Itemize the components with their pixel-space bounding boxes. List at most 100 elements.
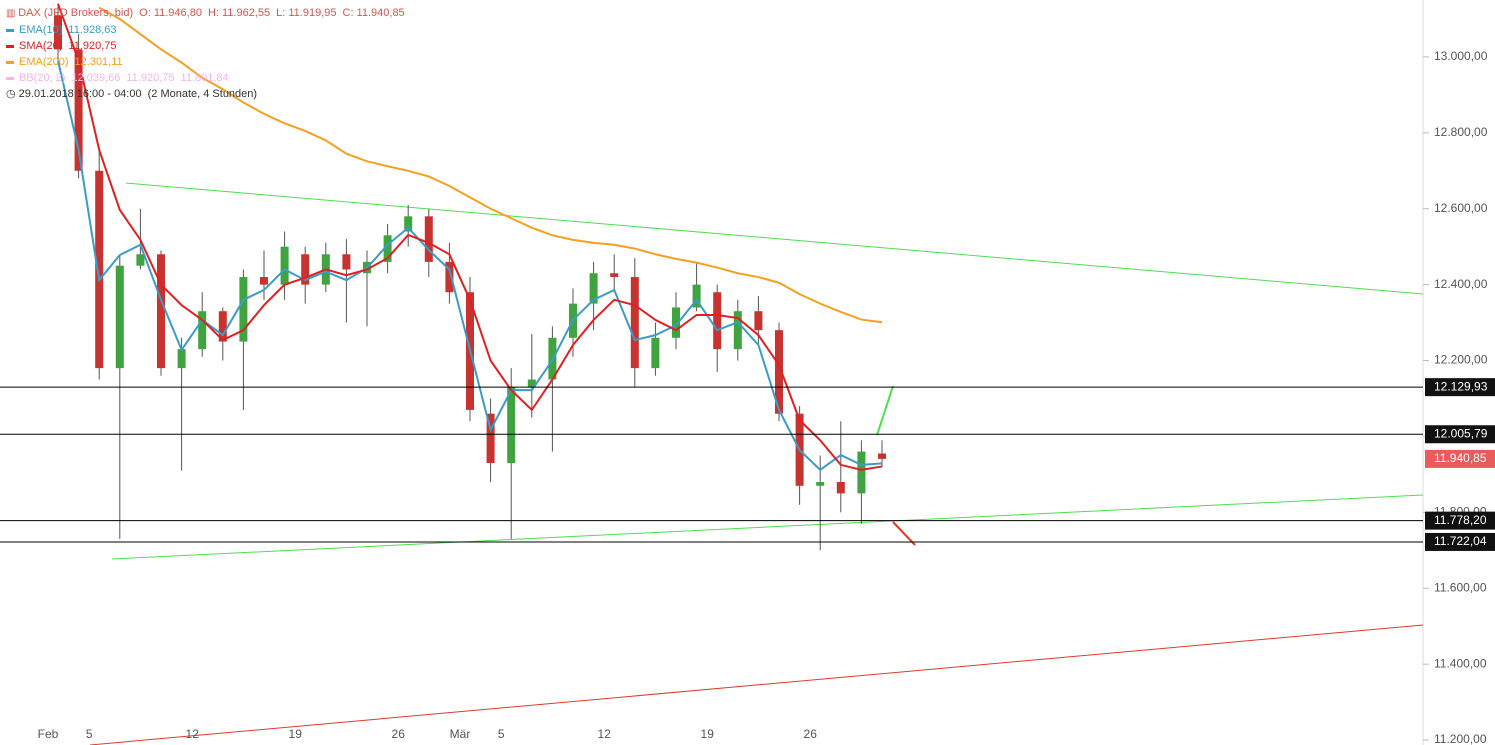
candle-body [383,235,392,262]
x-tick-label: 19 [701,727,715,741]
candle-body [424,216,433,262]
candle-body [239,277,248,342]
y-tick-label: 11.600,00 [1434,580,1487,594]
candle-body [198,311,207,350]
candle-body [157,254,165,369]
header: ▥ DAX (JFD Brokers, bid) O: 11.946,80 H: 1… [6,5,405,102]
level-label: 11.778,20 [1434,513,1487,527]
y-tick-label: 11.400,00 [1434,656,1487,670]
instrument: DAX (JFD Brokers, bid) [18,7,134,19]
legend-value: 11.920,75 [68,40,117,52]
candle-body [74,49,83,171]
x-tick-label: Mär [450,727,471,741]
level-label: 12.129,93 [1434,379,1488,393]
y-tick-label: 13.000,00 [1434,49,1488,63]
candle-body [177,349,186,369]
legend-value: 11.920,75 [126,72,175,84]
candle-body [775,330,783,414]
candle-body [816,481,825,486]
legend-item: SMA(20) 11.920,75 [6,38,405,54]
candle-body [836,481,845,494]
candle-body [672,307,680,338]
range-text: 29.01.2018 16:00 - 04:00 [18,88,142,100]
y-tick-label: 11.200,00 [1434,732,1487,745]
candle-body [713,292,722,350]
level-label-box [1425,532,1495,551]
candle-body [754,311,763,331]
legend-swatch [6,60,14,64]
target-arrow [892,521,916,546]
legend-item: EMA(10) 11.928,63 [6,22,405,38]
level-label-box [1425,511,1495,530]
ohlc: H: 11.962,55 [207,7,271,19]
y-tick-label: 12.600,00 [1434,201,1488,215]
candle-body [486,413,495,464]
candle-body [651,337,660,369]
indicator-legend: EMA(10) 11.928,63 SMA(20) 11.920,75 EMA(200)… [6,22,405,70]
legend-swatch [6,76,14,80]
bb-legend: BB(20, 2) 12.039,66 11.920,75 11.801,84 [6,70,405,86]
clock-icon: ◷ [6,88,19,100]
candle-body [857,451,866,494]
candle-body [692,284,701,308]
last-price-label: 11.940,85 [1434,451,1487,465]
plot [54,3,1423,745]
legend-item: EMA(200) 12.301,11 [6,54,405,70]
legend-name: EMA(200) [19,56,69,68]
legend-value: 11.928,63 [68,24,117,36]
candle-body [589,273,598,304]
legend-value: 12.039,66 [71,72,121,84]
candle-body [507,387,516,464]
candle-body [54,15,62,50]
candle-body [95,170,104,369]
y-tick-label: 12.400,00 [1434,277,1488,291]
legend-swatch [6,28,14,32]
level-label: 12.005,79 [1434,426,1488,440]
candle-body [218,311,227,342]
level-label: 11.722,04 [1434,534,1487,548]
legend-name: SMA(20) [19,40,63,52]
candle-body [630,277,639,369]
candle-body [301,254,310,285]
x-tick-label: 12 [598,727,612,741]
indicator-line [57,3,883,471]
period-text: (2 Monate, 4 Stunden) [147,88,258,100]
candle-body [445,261,454,293]
chart-icon: ▥ [6,8,19,19]
candle-body [527,379,536,388]
y-tick-label: 12.800,00 [1434,125,1488,139]
x-tick-label: 12 [186,727,200,741]
x-tick-label: 5 [86,727,93,741]
last-price-box [1425,449,1495,468]
legend-value: 11.801,84 [180,72,229,84]
candle-body [733,311,742,350]
candle-body [115,265,124,369]
candle-body [342,254,351,270]
x-tick-label: 26 [392,727,406,741]
legend-name: BB(20, 2) [19,72,66,84]
header-main: ▥ DAX (JFD Brokers, bid) O: 11.946,80 H: 1… [6,5,405,22]
level-label-box [1425,378,1495,397]
ohlc: C: 11.940,85 [342,7,405,19]
candle-body [404,216,413,232]
x-tick-label: 5 [498,727,505,741]
legend-swatch [6,44,14,48]
indicator-line [57,60,883,472]
candle-body [136,254,145,266]
candle-body [878,453,886,459]
trend-line [89,624,1423,745]
y-tick-label: 12.200,00 [1434,353,1488,367]
indicator-line [98,6,883,324]
candle-body [610,273,619,278]
x-tick-label: Feb [38,727,59,741]
target-arrow [876,385,894,436]
range: ◷ 29.01.2018 16:00 - 04:00 (2 Monate, 4 S… [6,86,405,102]
ohlc: L: 11.919,95 [276,7,337,19]
candle-body [260,277,268,285]
level-label-box [1425,425,1495,444]
legend-name: EMA(10) [19,24,63,36]
x-tick-label: 19 [289,727,303,741]
trend-line [111,494,1423,560]
